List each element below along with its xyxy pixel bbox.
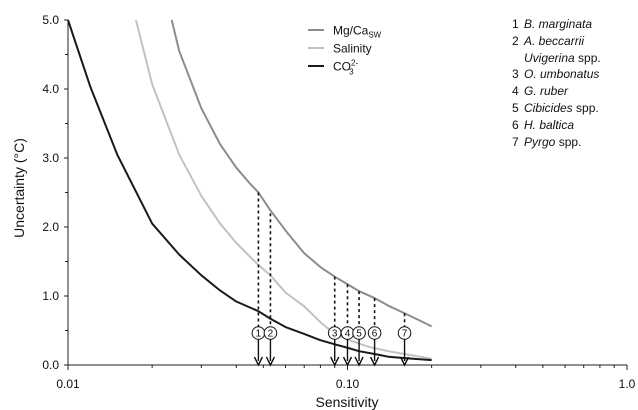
species-number: 6 [512,117,519,132]
x-tick-label: 0.10 [336,377,360,391]
species-name: G. ruber [524,84,569,99]
y-tick-label: 5.0 [42,13,59,27]
y-tick-label: 0.0 [42,358,59,372]
species-name: A. beccarrii [524,33,585,48]
legend-label-1: Mg/CaSW [333,24,382,40]
marker-arrowhead-3 [330,356,340,367]
y-tick-label: 2.0 [42,220,59,234]
species-suffix: spp. [574,50,601,65]
species-number: 7 [512,134,519,149]
species-suffix: spp. [555,134,582,149]
marker-label-3: 3 [332,329,338,340]
marker-arrowhead-6 [369,356,380,367]
species-name: O. umbonatus [524,67,600,82]
marker-arrowhead-2 [265,356,276,367]
marker-arrowhead-7 [399,356,410,367]
species-number: 4 [512,84,519,99]
marker-label-1: 1 [256,329,262,340]
legend-label-3: CO2-3 [333,59,358,77]
species-name: Cibicides [524,100,573,115]
series-layer [67,19,433,362]
x-axis-title: Sensitivity [315,394,378,410]
marker-arrowhead-4 [342,356,353,367]
species-name: Pyrgo [524,134,556,149]
species-number: 2 [512,33,519,48]
legend: Mg/CaSW Salinity CO2-3 [308,24,382,77]
species-item-7: 6 H. baltica [512,117,601,134]
series-line-2 [134,19,432,360]
species-item-1: 1 B. marginata [512,16,601,33]
marker-arrowhead-5 [354,356,364,367]
x-tick-label: 1.0 [619,377,636,391]
marker-label-2: 2 [268,329,274,340]
series-line-1 [170,19,433,328]
marker-label-4: 4 [345,329,351,340]
species-number: 1 [512,17,519,31]
y-axis-title: Uncertainty (°C) [11,138,27,238]
marker-label-7: 7 [402,329,408,340]
y-tick-label: 1.0 [42,289,59,303]
legend-label-2: Salinity [333,42,372,56]
marker-arrowhead-1 [253,356,264,367]
y-tick-label: 3.0 [42,151,59,165]
species-key: 1 B. marginata 2 A. beccarrii Uvigerina spp.… [512,16,601,150]
species-number: 5 [512,100,519,115]
marker-label-6: 6 [372,329,378,340]
species-suffix: spp. [572,100,599,115]
species-name: H. baltica [524,117,575,132]
series-line-3 [67,19,432,362]
species-number: 3 [512,67,519,82]
species-name: Uvigerina [524,50,575,65]
y-tick-label: 4.0 [42,82,59,96]
species-item-4: 3 O. umbonatus [512,66,601,83]
species-item-3: Uvigerina spp. [512,50,601,67]
species-name: B. marginata [524,17,593,31]
axes: 0.0 1.0 2.0 3.0 4.0 5.0 0.01 0.10 1.0 [42,13,635,391]
marker-label-5: 5 [356,329,362,340]
species-item-6: 5 Cibicides spp. [512,100,601,117]
species-item-2: 2 A. beccarrii [512,33,601,50]
species-item-5: 4 G. ruber [512,83,601,100]
species-item-8: 7 Pyrgo spp. [512,134,601,151]
x-tick-label: 0.01 [56,377,80,391]
